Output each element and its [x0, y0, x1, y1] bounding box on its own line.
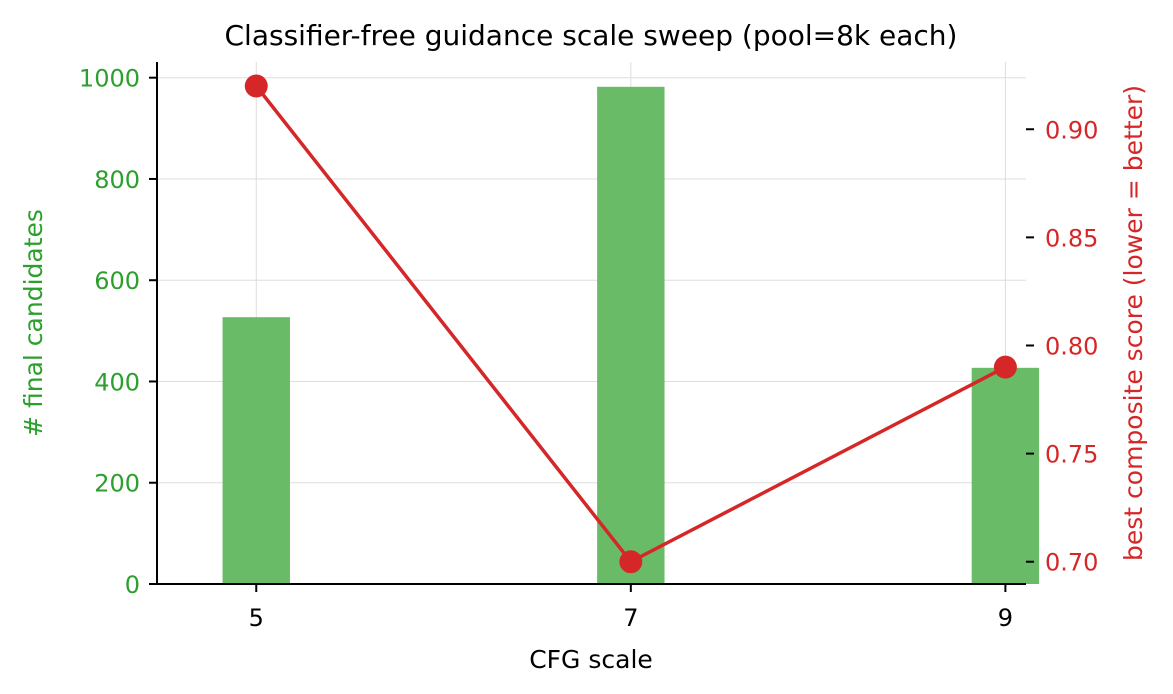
score-point	[619, 550, 643, 574]
right-y-tick-label: 0.90	[1045, 116, 1098, 144]
x-tick-label: 9	[998, 604, 1013, 632]
score-point	[993, 355, 1017, 379]
bar	[222, 317, 290, 584]
left-y-tick-label: 200	[94, 470, 140, 498]
score-point	[244, 74, 268, 98]
bar	[971, 367, 1040, 584]
score-line	[244, 74, 1017, 574]
axes	[156, 62, 1026, 585]
right-y-tick-label: 0.80	[1045, 332, 1098, 360]
bar	[597, 86, 665, 584]
x-tick-label: 7	[623, 604, 638, 632]
left-y-tick-label: 0	[125, 571, 140, 599]
left-y-tick-label: 400	[94, 368, 140, 396]
left-y-tick-label: 600	[94, 267, 140, 295]
bars	[222, 86, 1040, 584]
chart-title: Classifier-free guidance scale sweep (po…	[225, 19, 958, 52]
left-y-tick-label: 800	[94, 166, 140, 194]
right-y-tick-label: 0.85	[1045, 224, 1098, 252]
right-y-axis-label: best composite score (lower = better)	[1119, 85, 1148, 561]
right-y-tick-label: 0.75	[1045, 441, 1098, 469]
left-y-tick-label: 1000	[79, 65, 140, 93]
x-axis-label: CFG scale	[529, 645, 653, 674]
x-tick-label: 5	[249, 604, 264, 632]
right-y-tick-label: 0.70	[1045, 549, 1098, 577]
left-y-axis-label: # final candidates	[19, 209, 48, 437]
ticks: 5 7 9 0 200 400 600 800 1000 0.70 0.75 0.80 0.85 0.90	[79, 65, 1099, 632]
